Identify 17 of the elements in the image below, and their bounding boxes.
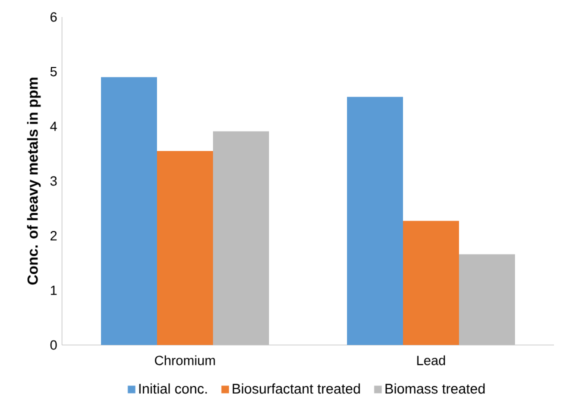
bar (157, 150, 213, 345)
y-tick-label: 1 (50, 286, 57, 295)
x-tick-label: Chromium (154, 355, 215, 366)
x-tick-label: Lead (417, 355, 445, 366)
legend-label: Biomass treated (386, 383, 485, 394)
y-tick-label: 5 (50, 67, 57, 76)
bar (101, 77, 157, 345)
bar (403, 220, 460, 345)
bar (347, 96, 403, 345)
legend-label: Biosurfactant treated (232, 383, 360, 394)
y-tick-label: 6 (50, 12, 57, 22)
legend-label: Initial conc. (139, 383, 207, 394)
y-axis-title: Conc. of heavy metals in ppm (27, 78, 41, 285)
y-tick-label: 2 (50, 231, 57, 240)
y-tick-label: 0 (50, 340, 57, 350)
y-tick-label: 3 (50, 176, 57, 186)
y-tick-label: 4 (50, 122, 57, 131)
